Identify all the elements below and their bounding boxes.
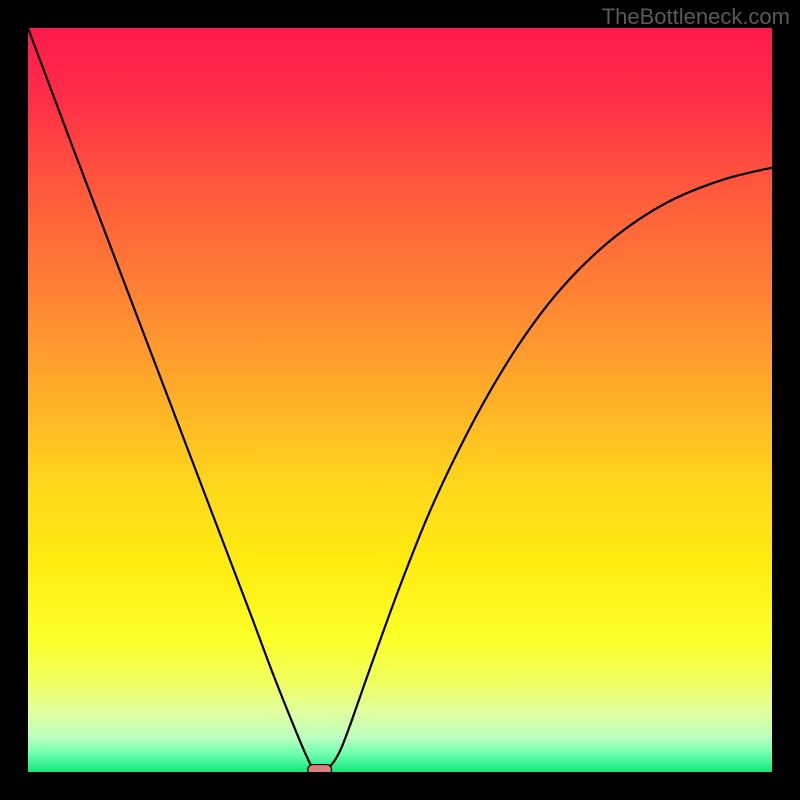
watermark-text: TheBottleneck.com [602, 4, 790, 30]
bottleneck-chart [0, 0, 800, 800]
chart-container: TheBottleneck.com [0, 0, 800, 800]
chart-background [28, 28, 772, 772]
